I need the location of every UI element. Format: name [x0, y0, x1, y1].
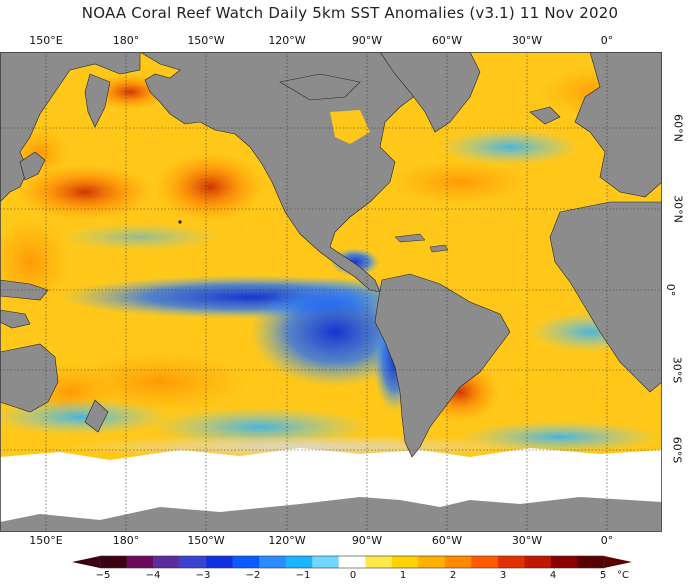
cool-anomaly-southern-ocean-w	[0, 399, 170, 435]
antarctica-land	[0, 497, 662, 532]
australia-land	[0, 343, 59, 413]
colorbar-tick: 0	[349, 570, 357, 581]
africa-land	[549, 201, 662, 393]
lon-label: 0°	[600, 34, 614, 47]
colorbar-swatch	[285, 556, 313, 568]
europe-land	[574, 52, 662, 198]
colorbar-tick: −3	[195, 570, 211, 581]
colorbar-swatch	[259, 556, 286, 568]
colorbar-tick: −5	[95, 570, 111, 581]
colorbar-swatch	[153, 556, 180, 568]
cool-anomaly-cyan-n-pacific	[60, 223, 220, 251]
iceland-land	[529, 106, 561, 125]
colorbar-swatch	[497, 556, 525, 568]
colorbar-tick: −4	[145, 570, 161, 581]
lat-label: 30°S	[670, 356, 684, 384]
lon-label: 150°E	[29, 534, 63, 547]
hudson-bay-water	[330, 110, 370, 144]
lon-label: 120°W	[268, 34, 306, 47]
map-title: NOAA Coral Reef Watch Daily 5km SST Anom…	[81, 4, 619, 22]
lon-label: 0°	[600, 534, 614, 547]
colorbar-swatch	[524, 556, 552, 568]
colorbar-tick: 5	[599, 570, 607, 581]
grid-lines	[0, 52, 662, 532]
map-frame	[0, 52, 662, 532]
colorbar-tick-labels: −5 −4 −3 −2 −1 0 1 2 3 4 5	[0, 570, 700, 584]
lat-label: 0°	[663, 283, 677, 297]
japan-land	[19, 151, 46, 181]
new-zealand-land	[84, 399, 109, 433]
colorbar-left-extension	[72, 556, 100, 568]
colorbar	[72, 555, 632, 569]
longitude-labels-bottom: 150°E 180° 150°W 120°W 90°W 60°W 30°W 0°	[0, 534, 700, 550]
colorbar-swatch	[577, 556, 605, 568]
colorbar-swatches	[72, 555, 632, 569]
colorbar-swatch	[126, 556, 154, 568]
colorbar-swatch	[550, 556, 578, 568]
colorbar-tick: 3	[499, 570, 507, 581]
greenland-land	[379, 52, 481, 133]
maritime-continent-land	[0, 279, 49, 301]
cool-anomaly-n-atlantic	[440, 129, 580, 165]
colorbar-swatch	[312, 556, 340, 568]
colorbar-swatch	[391, 556, 419, 568]
colorbar-frame	[99, 555, 605, 569]
lat-label: 30°N	[671, 195, 685, 223]
lon-label: 90°W	[351, 534, 383, 547]
lat-label: 60°S	[670, 436, 684, 464]
south-america-land	[374, 273, 511, 458]
warm-anomaly-s-pacific	[70, 352, 250, 412]
colorbar-tick: −2	[245, 570, 261, 581]
colorbar-swatch	[100, 556, 127, 568]
lon-label: 30°W	[511, 34, 543, 47]
lon-label: 90°W	[351, 34, 383, 47]
colorbar-swatch	[206, 556, 233, 568]
colorbar-swatch	[471, 556, 499, 568]
colorbar-tick: 4	[549, 570, 557, 581]
lon-label: 150°E	[29, 34, 63, 47]
colorbar-swatch	[179, 556, 207, 568]
colorbar-swatch	[365, 556, 393, 568]
kamchatka-land	[84, 73, 111, 128]
colorbar-swatch	[418, 556, 446, 568]
hawaii-islands	[178, 220, 182, 224]
warm-anomaly-ne-pacific	[155, 152, 265, 222]
papua-land	[0, 309, 31, 329]
lon-label: 150°W	[187, 534, 225, 547]
colorbar-unit: °C	[617, 570, 629, 581]
lon-label: 180°	[112, 34, 140, 47]
lon-label: 180°	[112, 534, 140, 547]
colorbar-swatch	[444, 556, 472, 568]
caribbean-islands	[394, 233, 449, 253]
colorbar-tick: 2	[449, 570, 457, 581]
warm-anomaly-n-atlantic	[390, 160, 530, 204]
colorbar-right-extension	[604, 556, 632, 568]
warm-anomaly-nw-pacific	[15, 164, 155, 220]
lon-label: 60°W	[431, 34, 463, 47]
colorbar-tick: 1	[399, 570, 407, 581]
lon-label: 60°W	[431, 534, 463, 547]
lat-label: 60°N	[671, 114, 685, 142]
lon-label: 120°W	[268, 534, 306, 547]
colorbar-tick: −1	[295, 570, 311, 581]
latitude-labels: 60°N 30°N 0° 30°S 60°S	[663, 52, 685, 532]
sst-anomaly-map	[0, 52, 662, 532]
lon-label: 30°W	[511, 534, 543, 547]
longitude-labels-top: 150°E 180° 150°W 120°W 90°W 60°W 30°W 0°	[0, 34, 700, 50]
asia-land	[0, 52, 141, 203]
colorbar-swatch	[338, 556, 366, 568]
lon-label: 150°W	[187, 34, 225, 47]
colorbar-swatch	[232, 556, 260, 568]
arctic-islands-land	[279, 73, 361, 101]
